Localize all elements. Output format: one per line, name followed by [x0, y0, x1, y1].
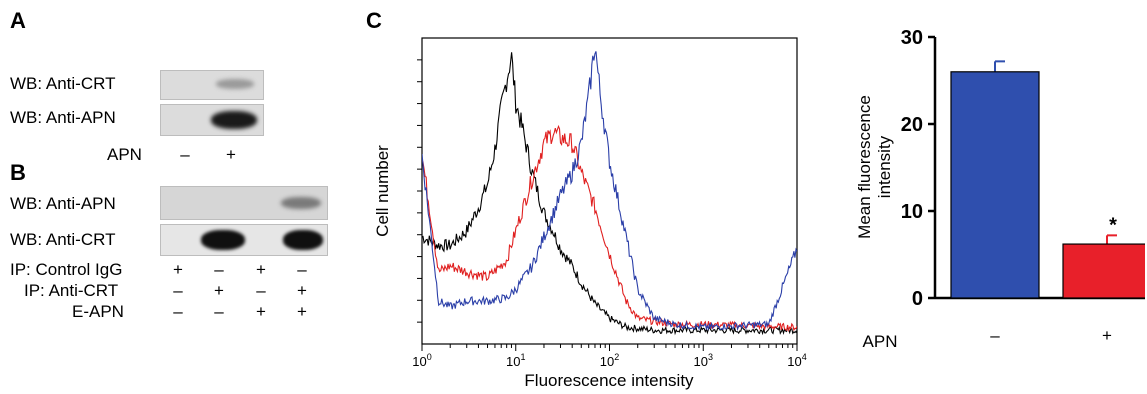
bar-category-label: + — [1102, 326, 1112, 345]
histogram-series-1 — [422, 52, 797, 336]
blot-a-apn — [160, 104, 264, 136]
panel-a-condition-minus: – — [180, 145, 190, 164]
band-b-crt-lane4 — [283, 230, 323, 250]
bar-y-tick-label: 0 — [912, 288, 923, 310]
panel-a-row-label-crt: WB: Anti-CRT — [10, 74, 116, 93]
histogram-x-axis-label: Fluorescence intensity — [524, 371, 694, 390]
panel-b-row-label-crt: WB: Anti-CRT — [10, 230, 116, 249]
panel-b-row-label-apn: WB: Anti-APN — [10, 194, 116, 213]
panel-a-condition-label: APN — [107, 145, 142, 164]
panel-b-sym: + — [297, 302, 307, 321]
panel-b-condition-label-igg: IP: Control IgG — [10, 260, 123, 279]
panel-a-condition-plus: + — [226, 145, 236, 164]
bar-y-tick-label: 20 — [901, 114, 923, 136]
blot-a-crt — [160, 70, 264, 100]
panel-b-sym: + — [214, 281, 224, 300]
panel-a-row-label-apn: WB: Anti-APN — [10, 108, 116, 127]
panel-b-sym: + — [297, 281, 307, 300]
bar-1 — [950, 71, 1040, 299]
bar-y-tick-label: 10 — [901, 201, 923, 223]
panel-b-sym: – — [297, 260, 307, 279]
histogram-frame — [421, 37, 798, 345]
bar-y-axis-label: Mean fluorescenceintensity — [855, 95, 894, 239]
histogram-x-tick-label: 101 — [506, 352, 525, 369]
histogram-x-tick-label: 103 — [694, 352, 713, 369]
panel-c-letter: C — [366, 8, 382, 33]
panel-b-sym: + — [173, 260, 183, 279]
blot-b-crt — [160, 224, 328, 256]
blot-b-apn — [160, 186, 328, 220]
band-b-apn — [281, 197, 321, 209]
histogram-y-axis-label: Cell number — [373, 145, 392, 237]
histogram-x-tick-label: 102 — [600, 352, 619, 369]
bar-y-tick-label: 30 — [901, 27, 923, 49]
bar-x-axis-label: APN — [863, 332, 898, 351]
panel-b-sym: + — [256, 260, 266, 279]
histogram-series-3 — [422, 51, 797, 332]
panel-b-condition-label-eapn: E-APN — [72, 302, 124, 321]
panel-b-sym: – — [214, 302, 224, 321]
band-a-apn — [211, 111, 257, 129]
histogram-x-tick-label: 100 — [412, 352, 431, 369]
bar-significance-annotation: * — [1109, 214, 1117, 236]
panel-b-sym: – — [214, 260, 224, 279]
panel-b-sym: – — [256, 281, 266, 300]
histogram-series-2 — [422, 124, 797, 333]
band-a-crt — [216, 79, 254, 89]
panel-b-sym: – — [173, 302, 183, 321]
panel-b-sym: + — [256, 302, 266, 321]
histogram-x-tick-label: 104 — [787, 352, 806, 369]
flow-histogram: 100 101 102 103 104 Fluorescence intensity C… — [373, 37, 807, 390]
bar-category-label: – — [990, 326, 1000, 345]
panel-b-condition-label-anticrt: IP: Anti-CRT — [24, 281, 119, 300]
bar-2 — [1062, 243, 1145, 299]
panel-a-letter: A — [10, 8, 26, 33]
panel-b-sym: – — [173, 281, 183, 300]
band-b-crt-lane2 — [201, 230, 245, 250]
panel-b-letter: B — [10, 160, 26, 185]
mfi-bar-chart: 0 10 20 30 – + * Mean fluorescenceintensity A… — [855, 27, 1145, 351]
